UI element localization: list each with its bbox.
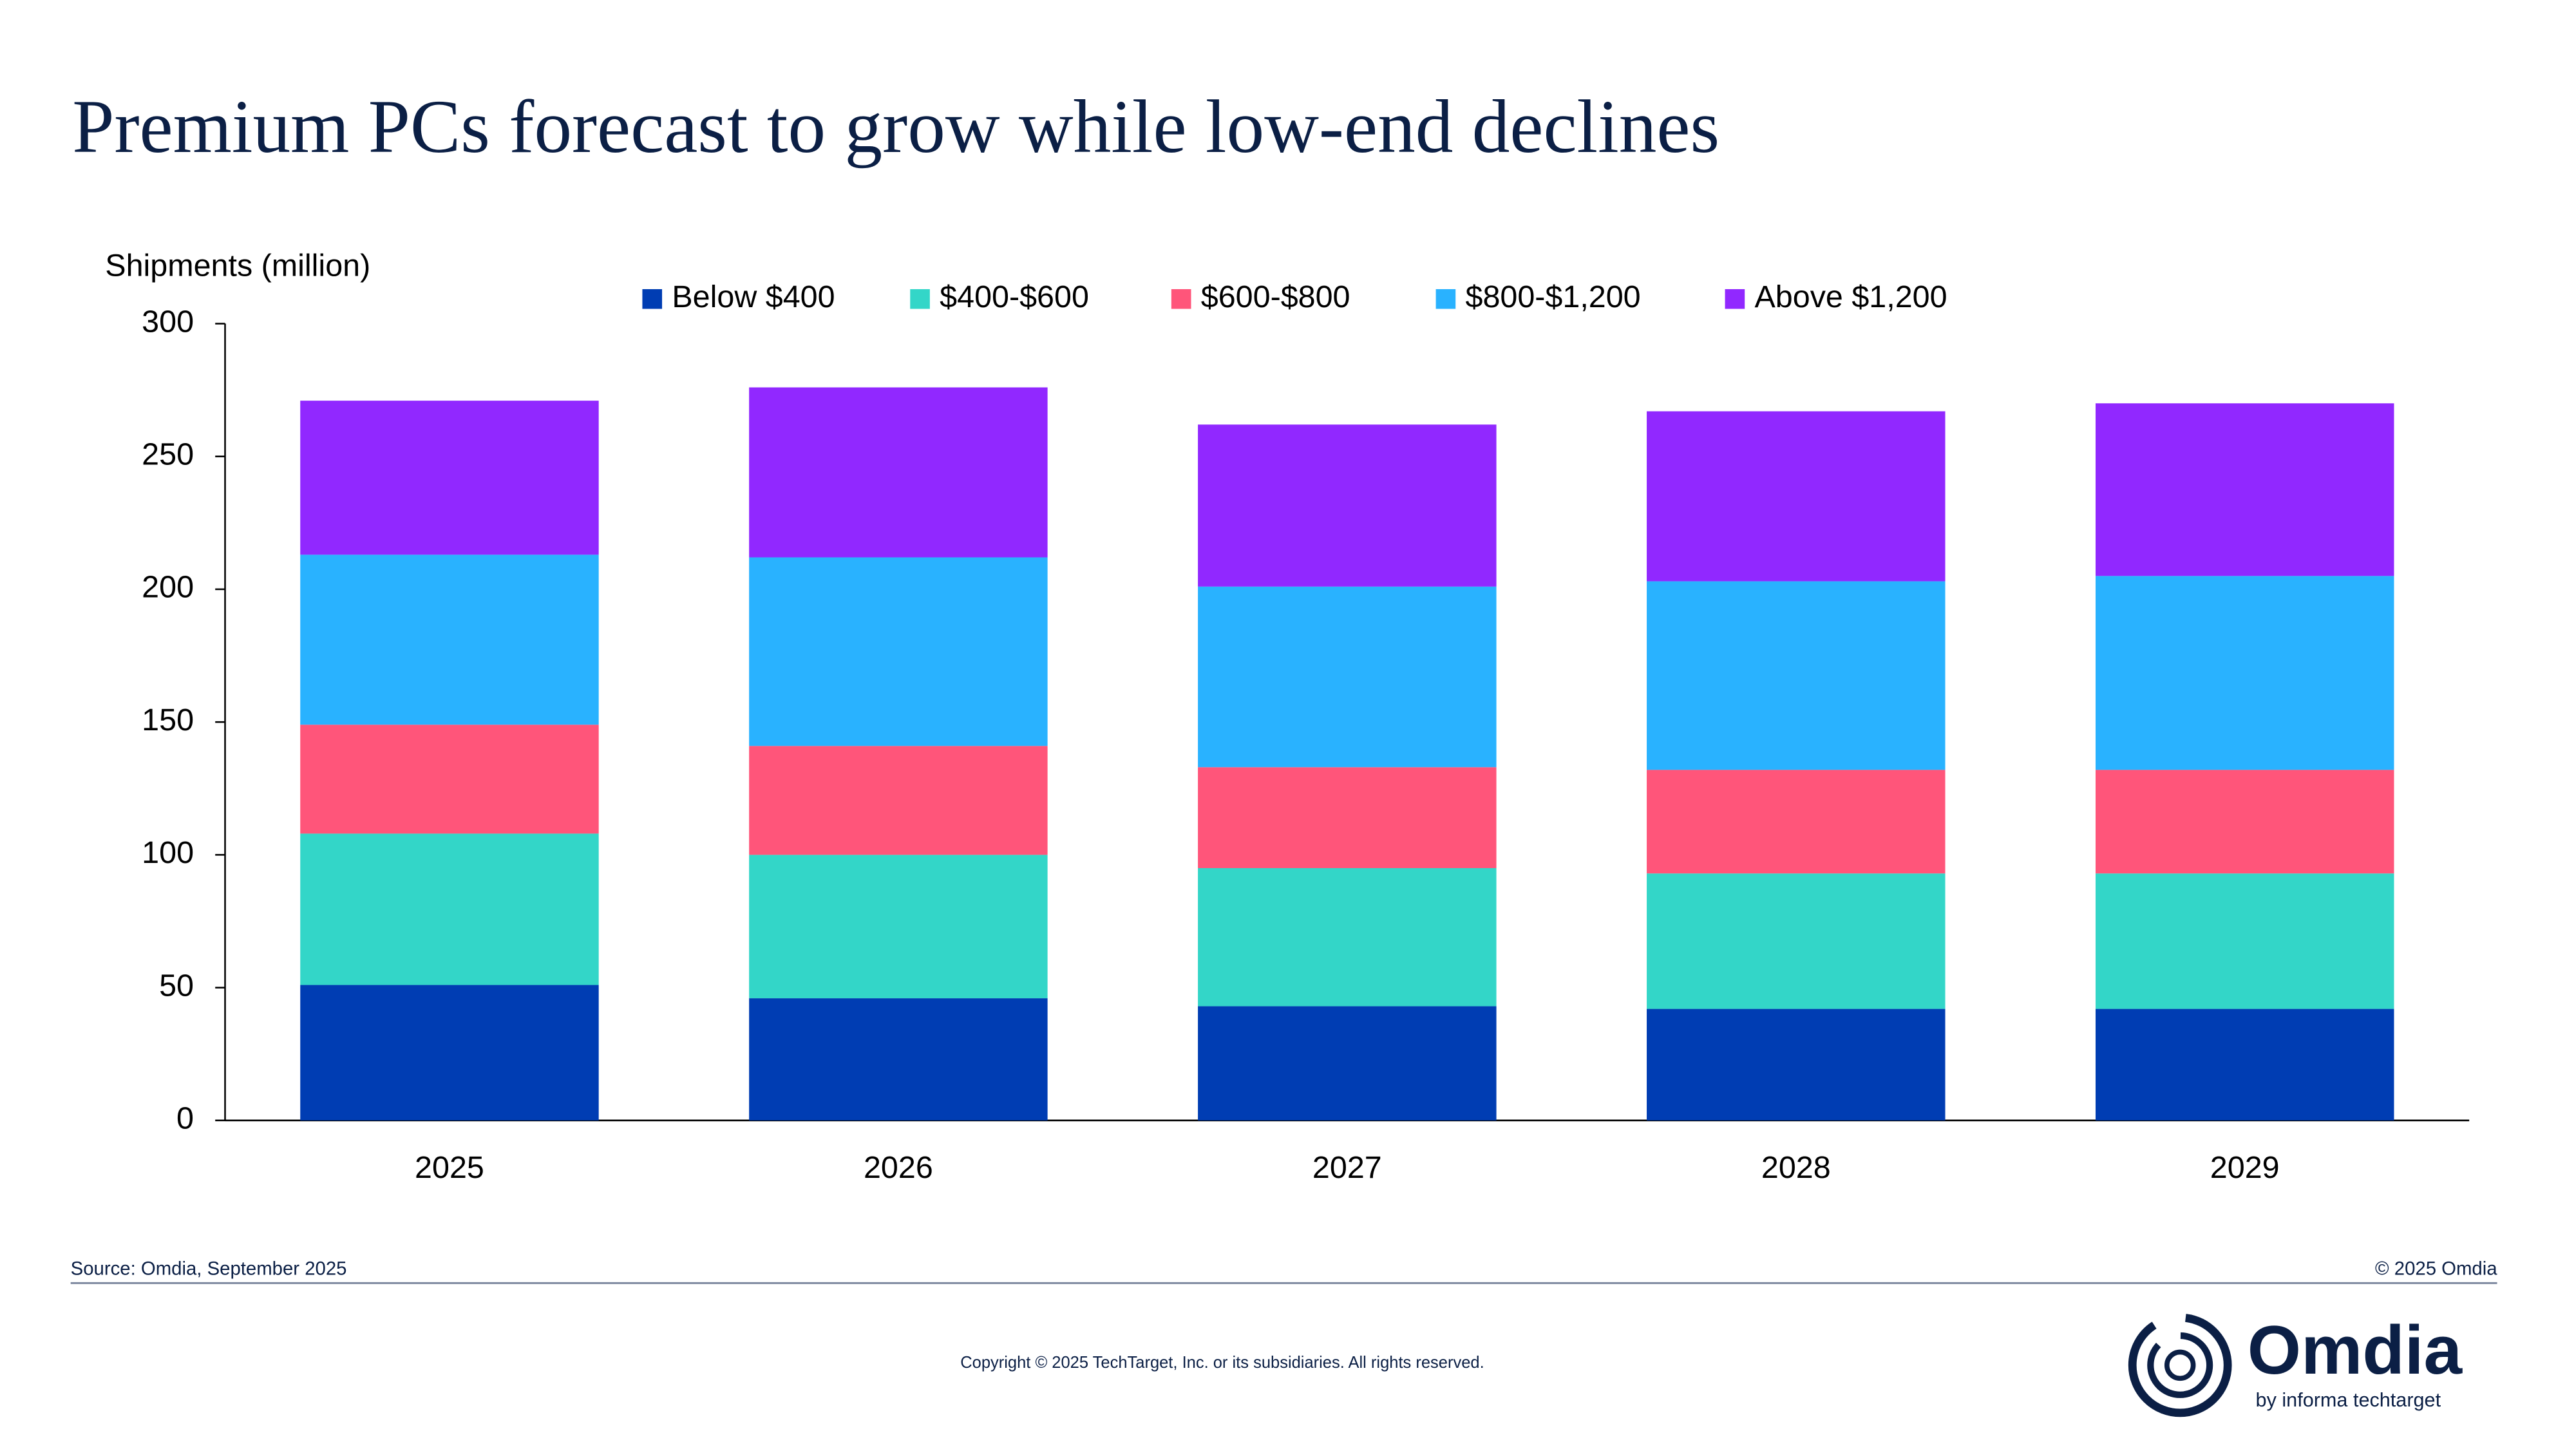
bar-segment	[2095, 873, 2394, 1009]
y-tick-label: 200	[142, 570, 194, 605]
bar-segment	[300, 985, 599, 1121]
bar-segment	[1647, 770, 1946, 874]
bar-segment	[300, 554, 599, 725]
bar-segment	[2095, 576, 2394, 770]
logo-mark	[2128, 1313, 2232, 1417]
x-tick-label: 2028	[1761, 1150, 1831, 1185]
bar-segment	[1198, 767, 1497, 869]
bar-segment	[749, 557, 1048, 746]
bar-segment	[749, 387, 1048, 558]
bar-segment	[300, 401, 599, 555]
bar-segment	[1198, 586, 1497, 768]
bar-segment	[2095, 1009, 2394, 1121]
legend-swatch	[1435, 289, 1456, 309]
bar-segment	[2095, 770, 2394, 874]
y-tick-label: 150	[142, 703, 194, 737]
y-tick-label: 100	[142, 835, 194, 870]
legend-label: $400-$600	[940, 279, 1089, 314]
bar-segment	[749, 998, 1048, 1121]
bar-segment	[1198, 1006, 1497, 1121]
bar-segment	[749, 855, 1048, 999]
bar-segment	[1198, 868, 1497, 1007]
bar-segment	[300, 833, 599, 985]
legend-label: $800-$1,200	[1466, 279, 1641, 314]
rights: © 2025 Omdia	[2375, 1258, 2497, 1280]
bar-segment	[1647, 1009, 1946, 1121]
source: Source: Omdia, September 2025	[71, 1258, 347, 1280]
y-tick-label: 0	[176, 1101, 194, 1136]
x-tick-label: 2026	[864, 1150, 933, 1185]
x-tick-label: 2027	[1312, 1150, 1382, 1185]
legend-swatch	[910, 289, 930, 309]
bar-segment	[749, 746, 1048, 855]
y-axis-label: Shipments (million)	[105, 249, 370, 283]
copyright: Copyright © 2025 TechTarget, Inc. or its…	[960, 1354, 1484, 1372]
bar-segment	[1647, 873, 1946, 1009]
legend-swatch	[642, 289, 663, 309]
legend-swatch	[1171, 289, 1191, 309]
legend-label: Below $400	[672, 279, 835, 314]
y-tick-label: 250	[142, 437, 194, 472]
x-tick-label: 2029	[2210, 1150, 2280, 1185]
bar-segment	[1647, 581, 1946, 770]
bar-segment	[1647, 411, 1946, 582]
legend-label: Above $1,200	[1754, 279, 1947, 314]
logo-tagline: by informa techtarget	[2256, 1389, 2441, 1411]
x-tick-label: 2025	[415, 1150, 484, 1185]
logo-name: Omdia	[2248, 1311, 2463, 1388]
y-tick-label: 300	[142, 304, 194, 339]
y-tick-label: 50	[159, 968, 194, 1003]
legend-label: $600-$800	[1201, 279, 1350, 314]
chart-title: Premium PCs forecast to grow while low-e…	[72, 85, 1719, 169]
bar-segment	[1198, 424, 1497, 587]
bar-segment	[2095, 403, 2394, 576]
bar-segment	[300, 724, 599, 834]
legend-swatch	[1725, 289, 1745, 309]
